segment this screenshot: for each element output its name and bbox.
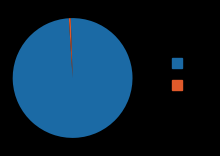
Wedge shape bbox=[13, 18, 132, 138]
Legend: , : , bbox=[172, 57, 182, 93]
Wedge shape bbox=[69, 18, 73, 78]
